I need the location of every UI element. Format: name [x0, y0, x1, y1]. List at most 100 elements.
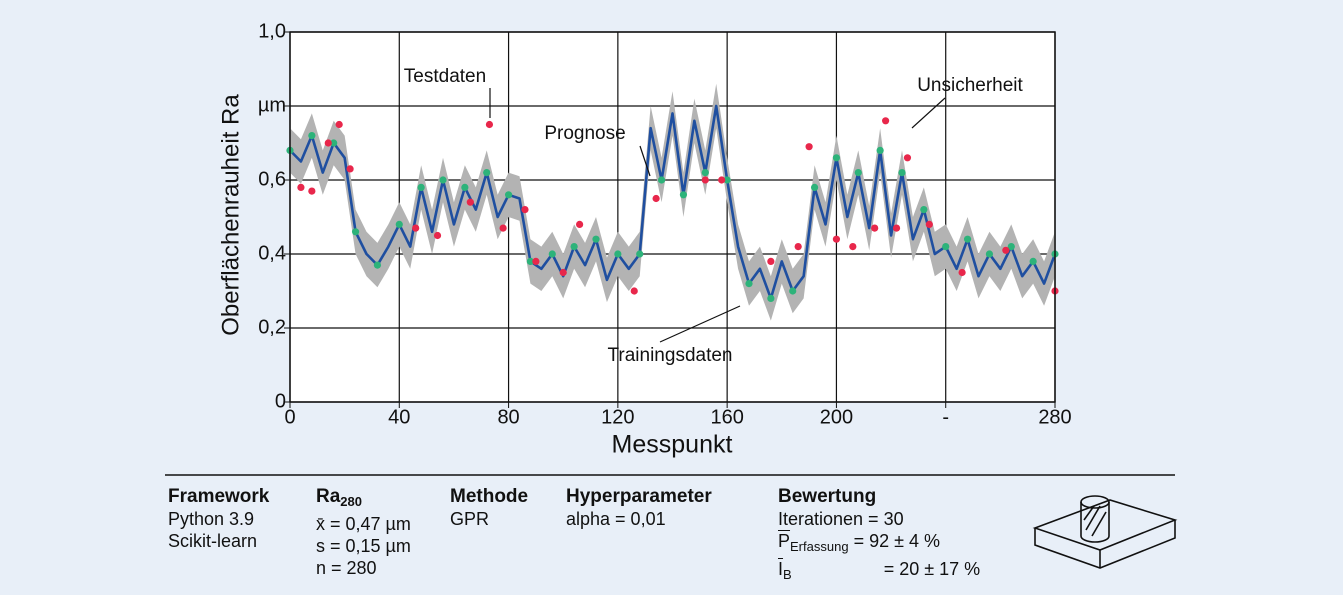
- y-tick-label: 1,0: [258, 20, 286, 42]
- training-point: [526, 257, 535, 265]
- training-point: [701, 169, 709, 177]
- annotation: Testdaten: [404, 66, 486, 87]
- info-title: Methode: [450, 486, 529, 507]
- uncertainty-band: [290, 83, 1055, 321]
- info-line: Iterationen = 30: [778, 509, 904, 529]
- training-point: [504, 191, 513, 199]
- test-point: [485, 120, 494, 129]
- training-point: [417, 183, 425, 191]
- test-point: [871, 224, 879, 232]
- info-framework: Framework Python 3.9 Scikit-learn: [168, 486, 269, 552]
- test-point: [576, 220, 584, 228]
- training-point: [439, 176, 447, 184]
- test-point: [794, 243, 802, 251]
- test-point: [718, 176, 726, 184]
- chart: Oberflächenrauheit Ra Messpunkt 0 0,2 0,4 0…: [217, 20, 1071, 459]
- info-title-sub: 280: [340, 494, 362, 509]
- training-point: [898, 169, 906, 177]
- training-point: [745, 280, 753, 288]
- info-ra: Ra280 x̄ = 0,47 µm s = 0,15 µm n = 280: [316, 486, 411, 579]
- annotation-leader: [659, 305, 741, 343]
- training-point: [351, 228, 360, 236]
- info-line: Python 3.9: [168, 509, 255, 529]
- training-point: [832, 154, 841, 162]
- x-axis-label: Messpunkt: [612, 431, 733, 459]
- x-tick-label: 280: [1038, 406, 1071, 428]
- training-point: [920, 206, 928, 214]
- test-point: [308, 187, 316, 195]
- x-tick-label: 40: [388, 406, 410, 428]
- training-point: [592, 235, 600, 243]
- test-point: [1002, 246, 1010, 254]
- info-title: Bewertung: [778, 486, 877, 507]
- info-line: IB = 20 ± 17 %: [778, 558, 980, 586]
- workpiece-icon: [1032, 495, 1178, 569]
- x-tick-label: 80: [497, 406, 519, 428]
- y-tick-label: µm: [258, 94, 286, 116]
- x-tick-label: 0: [284, 406, 295, 428]
- training-point: [810, 183, 819, 191]
- info-line: Scikit-learn: [168, 531, 258, 551]
- x-tick-label: 160: [710, 406, 743, 428]
- training-point: [461, 183, 469, 191]
- training-point: [1007, 243, 1015, 251]
- y-tick-label: 0,4: [258, 242, 286, 264]
- training-point: [985, 250, 994, 258]
- symbol-sub: Erfassung: [790, 539, 849, 554]
- info-line: x̄ = 0,47 µm: [316, 514, 411, 534]
- info-line: s = 0,15 µm: [316, 536, 411, 556]
- test-point: [412, 224, 420, 232]
- training-point: [767, 294, 775, 302]
- test-point: [882, 117, 890, 125]
- test-point: [767, 257, 775, 265]
- y-tick-label: 0,6: [258, 168, 286, 190]
- training-point: [308, 132, 316, 140]
- info-hyper: Hyperparameter alpha = 0,01: [566, 486, 712, 530]
- training-point: [548, 250, 556, 258]
- info-title: Framework: [168, 486, 270, 507]
- training-point: [330, 139, 338, 147]
- symbol: I: [778, 559, 784, 579]
- test-point: [630, 287, 638, 295]
- training-point: [657, 176, 666, 184]
- info-bewertung: Bewertung Iterationen = 30 PErfassung = …: [778, 486, 980, 586]
- info-line: GPR: [450, 509, 490, 529]
- training-point: [395, 220, 403, 228]
- training-point: [483, 169, 491, 177]
- training-point: [614, 250, 622, 258]
- training-point: [373, 261, 382, 269]
- training-point: [876, 146, 884, 154]
- y-tick-label: 0: [275, 390, 286, 412]
- annotation: Prognose: [544, 123, 625, 144]
- x-tick-label: 120: [601, 406, 634, 428]
- test-point: [559, 268, 567, 277]
- annotation-leader: [911, 97, 946, 129]
- training-point: [679, 191, 688, 199]
- test-point: [433, 231, 442, 240]
- info-line: PErfassung = 92 ± 4 %: [778, 530, 980, 558]
- test-point: [335, 120, 343, 129]
- plot-frame: [289, 31, 1056, 403]
- test-point: [521, 206, 529, 214]
- training-point: [789, 287, 797, 295]
- x-tick-label: 200: [820, 406, 853, 428]
- annotation: Unsicherheit: [917, 75, 1023, 96]
- test-point: [701, 176, 709, 184]
- test-point: [958, 268, 966, 277]
- test-point: [324, 139, 332, 147]
- training-point: [963, 235, 972, 243]
- annotation: Trainingsdaten: [608, 345, 733, 366]
- annotation-leader: [639, 145, 651, 177]
- y-axis-label: Oberflächenrauheit Ra: [217, 94, 244, 336]
- value: = 20 ± 17 %: [883, 559, 981, 579]
- symbol-sub: B: [783, 567, 792, 582]
- info-line: alpha = 0,01: [566, 509, 666, 529]
- training-point: [854, 169, 862, 177]
- test-point: [805, 143, 813, 151]
- test-point: [297, 183, 305, 191]
- test-point: [499, 224, 507, 232]
- x-tick-label: -: [942, 406, 949, 428]
- test-point: [832, 235, 841, 243]
- test-point: [466, 198, 474, 206]
